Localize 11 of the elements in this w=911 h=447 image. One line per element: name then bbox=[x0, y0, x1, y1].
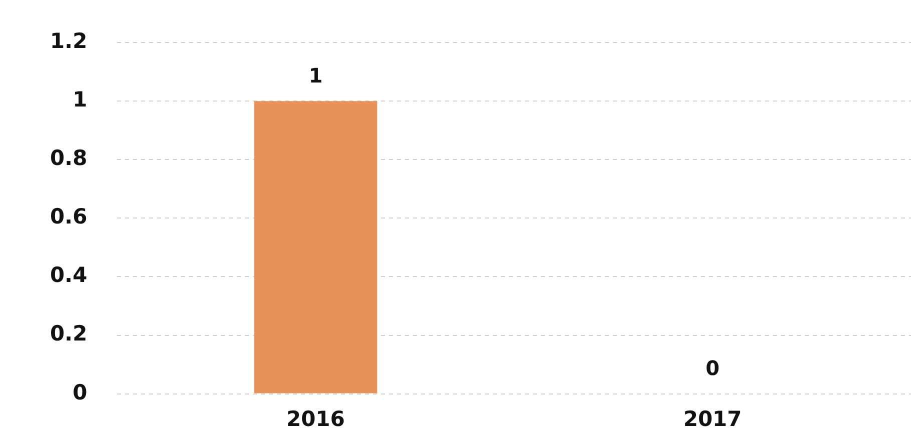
y-tick-label: 0.8 bbox=[50, 146, 88, 170]
y-tick-label: 0.2 bbox=[50, 322, 88, 346]
data-label: 0 bbox=[706, 356, 720, 380]
x-tick-label: 2016 bbox=[286, 406, 345, 431]
y-tick-label: 0.6 bbox=[50, 204, 88, 229]
y-tick-label: 0 bbox=[72, 380, 88, 404]
y-tick-label: 0.4 bbox=[50, 263, 88, 288]
y-tick-label: 1 bbox=[72, 88, 88, 112]
data-label: 1 bbox=[308, 63, 323, 88]
x-tick-label: 2017 bbox=[683, 406, 742, 431]
y-tick-label: 1.2 bbox=[50, 29, 88, 54]
